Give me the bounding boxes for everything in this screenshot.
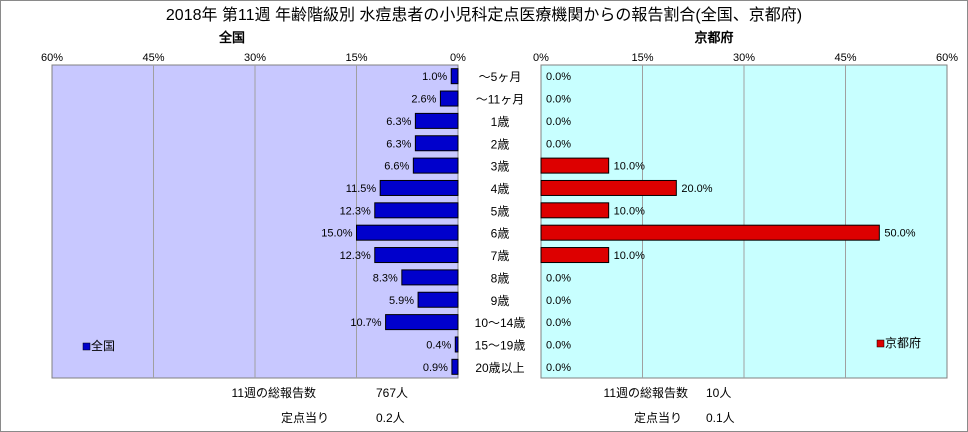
kyoto-value-label: 20.0%: [681, 183, 712, 195]
left-tick-label: 60%: [41, 52, 63, 64]
kyoto-legend-label: 京都府: [885, 335, 921, 350]
category-label: 9歳: [491, 294, 510, 308]
national-bar: [450, 68, 459, 85]
kyoto-legend-swatch: [876, 339, 885, 348]
kyoto-value-label: 50.0%: [884, 228, 915, 240]
category-label: 8歳: [491, 271, 510, 285]
kyoto-bar: [540, 247, 610, 264]
kyoto-value-label: 0.0%: [546, 272, 571, 284]
national-bar: [379, 179, 459, 196]
category-label: ～5ヶ月: [479, 70, 522, 84]
national-bar: [401, 269, 459, 286]
national-value-label: 1.0%: [422, 71, 447, 83]
kyoto-value-label: 0.0%: [546, 317, 571, 329]
national-bar: [417, 291, 459, 308]
right-tick-label: 30%: [733, 52, 755, 64]
national-bar: [414, 135, 459, 152]
left-tick-label: 0%: [450, 52, 466, 64]
left-tick-label: 45%: [142, 52, 164, 64]
national-legend-swatch: [82, 342, 91, 351]
kyoto-bar: [540, 157, 610, 174]
kyoto-value-label: 0.0%: [546, 138, 571, 150]
national-bar: [374, 247, 459, 264]
national-bar: [454, 336, 459, 353]
kyoto-bar: [540, 224, 880, 241]
kyoto-value-label: 0.0%: [546, 339, 571, 351]
kyoto-value-label: 0.0%: [546, 116, 571, 128]
kyoto-footer-value: 0.1人: [706, 411, 735, 425]
kyoto-value-label: 10.0%: [614, 161, 645, 173]
category-label: 2歳: [491, 137, 510, 151]
category-label: 10～14歳: [475, 316, 526, 330]
national-value-label: 0.4%: [426, 339, 451, 351]
kyoto-value-label: 0.0%: [546, 295, 571, 307]
national-value-label: 6.6%: [384, 161, 409, 173]
kyoto-footer-label: 定点当り: [634, 410, 682, 425]
chart-title: 2018年 第11週 年齢階級別 水痘患者の小児科定点医療機関からの報告割合(全…: [166, 6, 802, 24]
kyoto-value-label: 0.0%: [546, 362, 571, 374]
national-value-label: 12.3%: [340, 205, 371, 217]
category-label: 6歳: [491, 227, 510, 241]
national-value-label: 15.0%: [321, 228, 352, 240]
category-label: 20歳以上: [475, 361, 524, 375]
national-footer-label: 定点当り: [281, 410, 329, 425]
national-bar: [412, 157, 459, 174]
left-tick-label: 30%: [244, 52, 266, 64]
category-label: 7歳: [491, 249, 510, 263]
right-panel-title: 京都府: [694, 30, 733, 45]
right-tick-label: 0%: [533, 52, 549, 64]
national-footer-value: 767人: [376, 386, 408, 400]
right-tick-label: 60%: [936, 52, 958, 64]
right-tick-label: 45%: [834, 52, 856, 64]
national-value-label: 5.9%: [389, 295, 414, 307]
national-value-label: 0.9%: [423, 362, 448, 374]
national-bar: [385, 314, 459, 331]
national-bar: [451, 358, 459, 375]
kyoto-value-label: 0.0%: [546, 94, 571, 106]
left-panel-title: 全国: [218, 30, 245, 45]
national-footer-label: 11週の総報告数: [232, 385, 316, 400]
category-label: 4歳: [491, 182, 510, 196]
national-value-label: 6.3%: [386, 138, 411, 150]
kyoto-bar: [540, 202, 610, 219]
national-bar: [356, 224, 459, 241]
national-value-label: 10.7%: [350, 317, 381, 329]
kyoto-value-label: 0.0%: [546, 71, 571, 83]
national-footer-value: 0.2人: [376, 411, 405, 425]
right-tick-label: 15%: [631, 52, 653, 64]
category-label: 5歳: [491, 204, 510, 218]
category-label: 15～19歳: [475, 338, 526, 352]
kyoto-footer-value: 10人: [706, 386, 731, 400]
national-value-label: 11.5%: [346, 183, 377, 195]
left-tick-label: 15%: [345, 52, 367, 64]
national-bar: [439, 90, 459, 107]
national-value-label: 2.6%: [411, 94, 436, 106]
national-legend-label: 全国: [91, 338, 115, 353]
national-bar: [374, 202, 459, 219]
national-bar: [414, 112, 459, 129]
kyoto-value-label: 10.0%: [614, 250, 645, 262]
kyoto-value-label: 10.0%: [614, 205, 645, 217]
kyoto-footer-label: 11週の総報告数: [604, 385, 688, 400]
category-label: 1歳: [491, 115, 510, 129]
kyoto-bar: [540, 179, 677, 196]
national-value-label: 8.3%: [373, 272, 398, 284]
category-label: 3歳: [491, 160, 510, 174]
national-value-label: 6.3%: [386, 116, 411, 128]
category-label: ～11ヶ月: [476, 93, 524, 107]
national-value-label: 12.3%: [340, 250, 371, 262]
